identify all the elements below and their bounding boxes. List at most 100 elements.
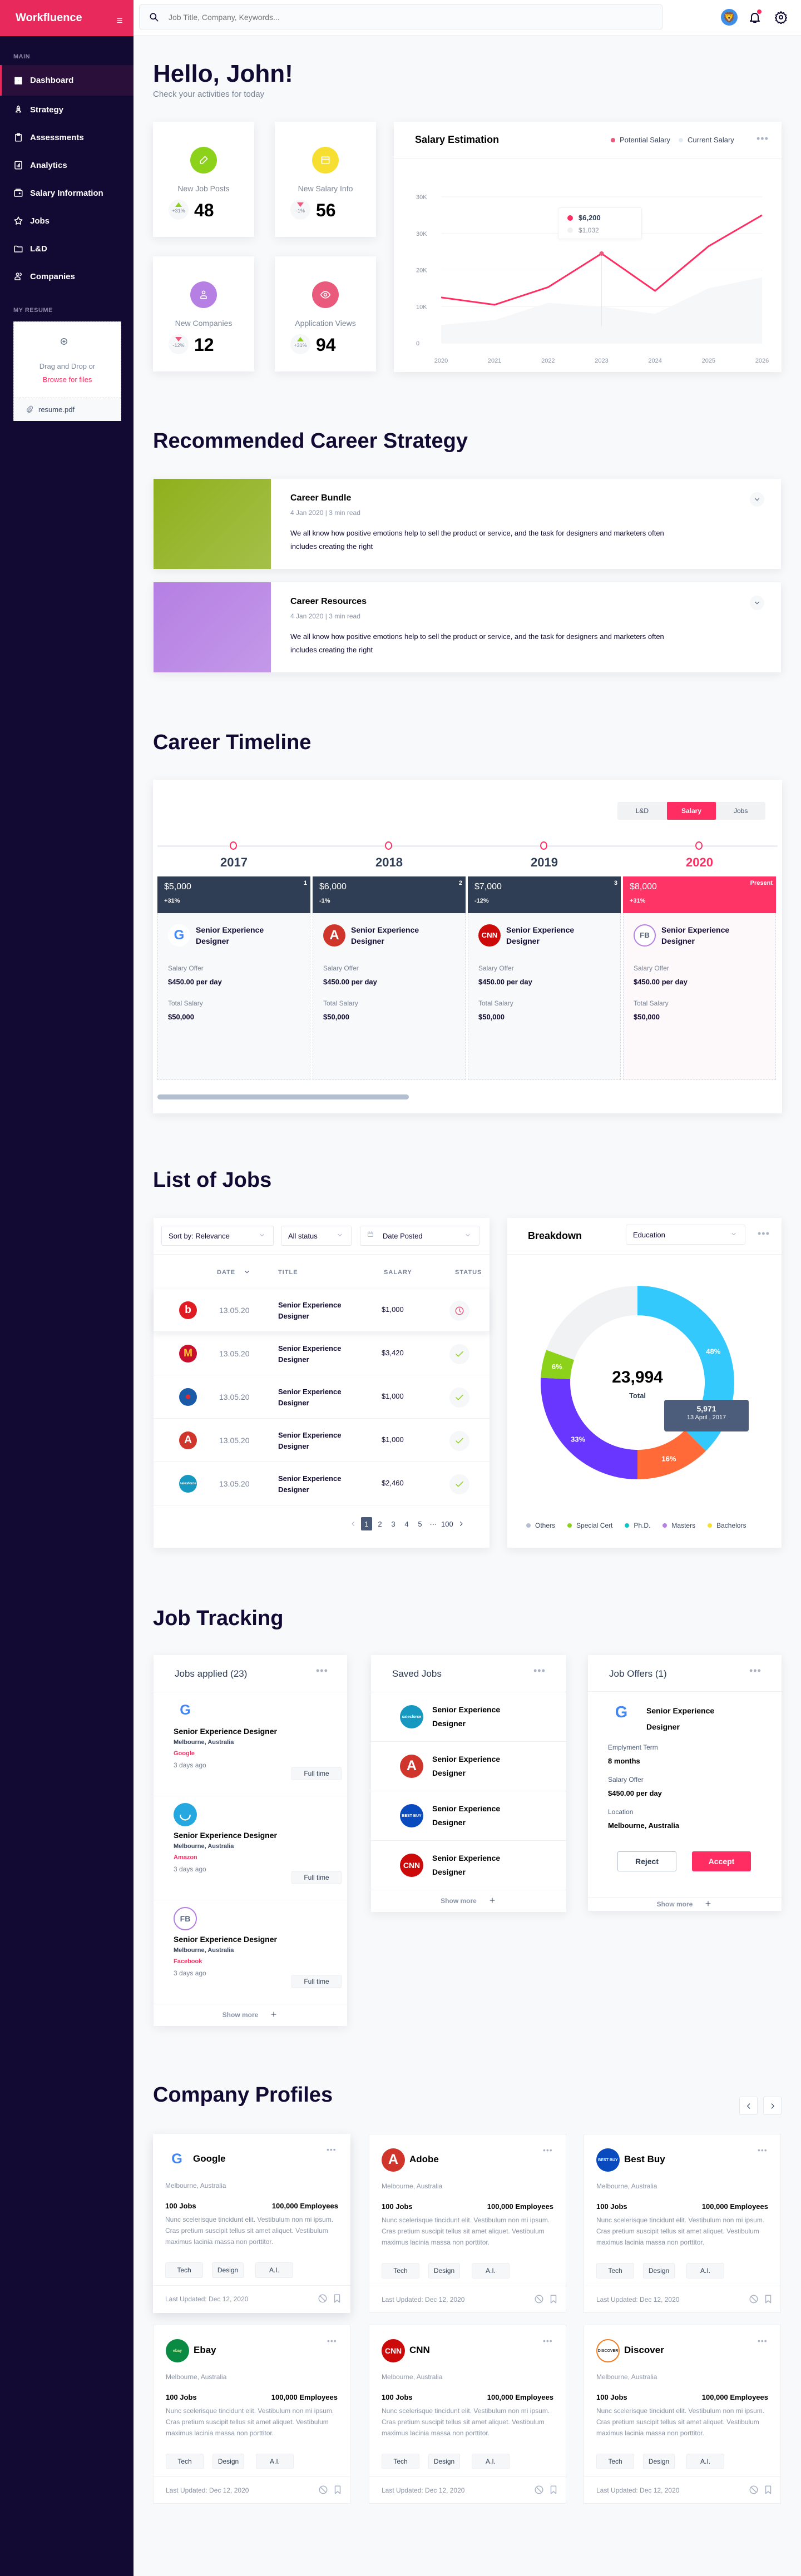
applied-job-item[interactable]: FB Senior Experience Designer Melbourne, A… [154,1900,347,2004]
sidebar-item-dashboard[interactable]: Dashboard [0,65,134,96]
applied-job-item[interactable]: G Senior Experience Designer Melbourne, Au… [154,1692,347,1796]
company-card[interactable]: DISCOVER Discover ••• Melbourne, Australia 1… [584,2325,781,2504]
company-tag[interactable]: A.I. [472,2263,510,2278]
more-options-icon[interactable]: ••• [749,1665,762,1676]
saved-job-item[interactable]: CNN Senior Experience Designer [371,1841,566,1890]
bookmark-button[interactable] [332,2293,342,2303]
show-more-button[interactable]: Show more [588,1898,782,1911]
more-options-icon[interactable]: ••• [327,2145,337,2154]
more-options-icon[interactable]: ••• [758,2146,768,2154]
hide-company-button[interactable] [318,2485,328,2495]
sort-select[interactable]: Sort by: Relevance [161,1226,274,1246]
company-card[interactable]: A Adobe ••• Melbourne, Australia 100 Jobs 100… [369,2134,566,2313]
notifications-button[interactable] [746,9,763,26]
page-1[interactable]: 1 [361,1517,372,1530]
table-row[interactable]: A 13.05.20 Senior Experience Designer $1,00… [154,1419,490,1462]
donut-slice[interactable] [541,1378,637,1479]
legend-item[interactable]: Bachelors [708,1522,746,1529]
company-tag[interactable]: Design [428,2263,460,2278]
strategy-card[interactable]: Career Bundle 4 Jan 2020 | 3 min read We a… [154,479,781,569]
bookmark-button[interactable] [763,2485,773,2495]
company-tag[interactable]: A.I. [686,2454,724,2469]
timeline-node[interactable] [230,841,237,850]
bookmark-button[interactable] [763,2294,773,2304]
company-tag[interactable]: Design [643,2263,675,2278]
bookmark-button[interactable] [548,2485,558,2495]
user-avatar[interactable]: 🦁 [721,9,738,26]
timeline-node[interactable] [385,841,392,850]
sort-chevron-icon[interactable] [243,1268,251,1276]
date-select[interactable]: Date Posted [360,1226,479,1246]
donut-slice[interactable] [637,1430,706,1479]
page-3[interactable]: 3 [391,1519,395,1528]
company-card[interactable]: CNN CNN ••• Melbourne, Australia 100 Jobs 100… [369,2325,566,2504]
timeline-node[interactable] [540,841,547,850]
horizontal-scrollbar[interactable] [157,1094,409,1099]
browse-files-link[interactable]: Browse for files [42,375,92,384]
resume-file[interactable]: resume.pdf [14,398,121,421]
company-tag[interactable]: Design [212,2262,244,2278]
menu-icon[interactable] [116,14,123,23]
show-more-button[interactable]: Show more [154,2004,347,2026]
company-tag[interactable]: Design [643,2454,675,2469]
company-tag[interactable]: Tech [165,2262,203,2278]
company-card[interactable]: G Google ••• Melbourne, Australia 100 Jobs 10… [153,2134,350,2313]
expand-button[interactable] [750,492,764,507]
page-100[interactable]: 100 [441,1519,453,1528]
search-input[interactable] [167,12,612,22]
more-options-icon[interactable]: ••• [756,133,769,144]
page-2[interactable]: 2 [378,1519,382,1528]
hide-company-button[interactable] [534,2294,544,2304]
job-company[interactable]: Facebook [174,1958,202,1965]
chevron-left-icon[interactable] [348,1520,359,1527]
settings-button[interactable] [773,9,789,26]
page-4[interactable]: 4 [404,1519,409,1528]
status-select[interactable]: All status [281,1226,352,1246]
bookmark-button[interactable] [333,2485,343,2495]
sidebar-item-salary-information[interactable]: Salary Information [0,179,134,207]
saved-job-item[interactable]: A Senior Experience Designer [371,1742,566,1791]
more-options-icon[interactable]: ••• [533,1665,546,1676]
expand-button[interactable] [750,596,764,610]
sidebar-item-l-d[interactable]: L&D [0,235,134,262]
strategy-card[interactable]: Career Resources 4 Jan 2020 | 3 min read W… [154,582,781,672]
timeline-node[interactable] [695,841,703,850]
chevron-right-icon[interactable] [456,1520,467,1527]
table-row[interactable]: b 13.05.20 Senior Experience Designer $1,00… [154,1289,490,1332]
company-tag[interactable]: Design [428,2454,460,2469]
hide-company-button[interactable] [534,2485,544,2495]
accept-button[interactable]: Accept [692,1851,751,1871]
reject-button[interactable]: Reject [617,1851,676,1871]
company-tag[interactable]: Design [212,2454,244,2469]
legend-potential[interactable]: Potential Salary [611,136,670,144]
job-company[interactable]: Google [174,1750,195,1757]
legend-item[interactable]: Others [526,1522,555,1529]
show-more-button[interactable]: Show more [371,1890,566,1912]
app-logo[interactable]: Workfluence [16,12,82,24]
carousel-prev-button[interactable] [739,2097,758,2115]
company-tag[interactable]: A.I. [256,2454,294,2469]
legend-item[interactable]: Special Cert [567,1522,612,1529]
table-row[interactable]: ● 13.05.20 Senior Experience Designer $1,00… [154,1376,490,1419]
sidebar-item-jobs[interactable]: Jobs [0,207,134,235]
carousel-next-button[interactable] [763,2097,782,2115]
legend-item[interactable]: Ph.D. [625,1522,650,1529]
legend-item[interactable]: Masters [662,1522,695,1529]
page-5[interactable]: 5 [418,1519,422,1528]
column-header-date[interactable]: DATE [217,1269,236,1276]
company-tag[interactable]: A.I. [686,2263,724,2278]
donut-slice[interactable] [546,1286,637,1360]
hide-company-button[interactable] [749,2294,759,2304]
job-company[interactable]: Amazon [174,1854,197,1861]
company-card[interactable]: BEST BUY Best Buy ••• Melbourne, Australia 1… [584,2134,781,2313]
more-options-icon[interactable]: ••• [758,2336,768,2345]
more-options-icon[interactable]: ••• [327,2336,337,2345]
tab-jobs[interactable]: Jobs [734,807,748,815]
sidebar-item-companies[interactable]: Companies [0,262,134,290]
table-row[interactable]: M 13.05.20 Senior Experience Designer $3,42… [154,1332,490,1375]
resume-dropzone[interactable]: Drag and Drop or Browse for files resume… [13,321,121,421]
hide-company-button[interactable] [318,2293,328,2303]
donut-slice[interactable] [541,1350,575,1380]
more-options-icon[interactable]: ••• [543,2336,553,2345]
sidebar-item-strategy[interactable]: Strategy [0,96,134,123]
